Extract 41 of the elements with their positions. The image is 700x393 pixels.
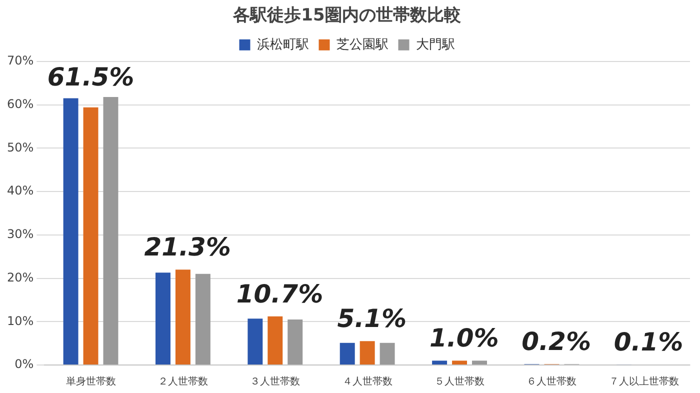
bar: [83, 107, 98, 364]
bar: [175, 270, 190, 364]
y-tick-label: 50%: [7, 140, 34, 154]
bar: [452, 360, 468, 364]
y-tick-label: 30%: [7, 227, 34, 242]
bar: [248, 318, 263, 364]
bar: [288, 319, 303, 364]
data-label: 0.2%: [522, 327, 591, 356]
bar: [340, 342, 355, 364]
bar: [103, 96, 118, 364]
data-label: 0.1%: [614, 328, 684, 357]
bar: [155, 272, 170, 364]
legend-label: 芝公園駅: [336, 37, 388, 52]
y-tick-label: 60%: [7, 96, 34, 111]
data-label: 61.5%: [47, 62, 134, 92]
legend-label: 浜松町駅: [256, 37, 309, 52]
data-label: 10.7%: [236, 279, 324, 308]
data-label: 5.1%: [337, 304, 407, 334]
x-tick-label: ５人世帯数: [434, 376, 485, 388]
bar: [63, 98, 78, 364]
x-tick-label: 単身世帯数: [66, 376, 116, 388]
legend-label: 大門駅: [416, 37, 455, 52]
x-tick-label: ２人世帯数: [158, 376, 208, 388]
y-tick-label: 0%: [14, 357, 34, 372]
y-tick-label: 40%: [7, 184, 34, 198]
bar: [380, 342, 395, 364]
x-tick-label: ７人以上世帯数: [608, 376, 679, 388]
bar: [195, 274, 210, 364]
data-label: 1.0%: [429, 324, 499, 353]
bar: [432, 360, 448, 364]
y-tick-label: 20%: [7, 270, 34, 284]
bar: [472, 360, 487, 364]
x-tick-label: ４人世帯数: [342, 376, 392, 388]
y-tick-label: 70%: [7, 54, 34, 68]
y-tick-label: 10%: [7, 314, 34, 328]
bar: [268, 316, 283, 364]
data-label: 21.3%: [144, 232, 231, 262]
x-tick-label: ３人世帯数: [250, 376, 300, 388]
chart-title: 各駅徒歩15圏内の世帯数比較: [232, 6, 462, 26]
x-tick-label: ６人世帯数: [526, 376, 577, 388]
bar: [360, 341, 375, 364]
